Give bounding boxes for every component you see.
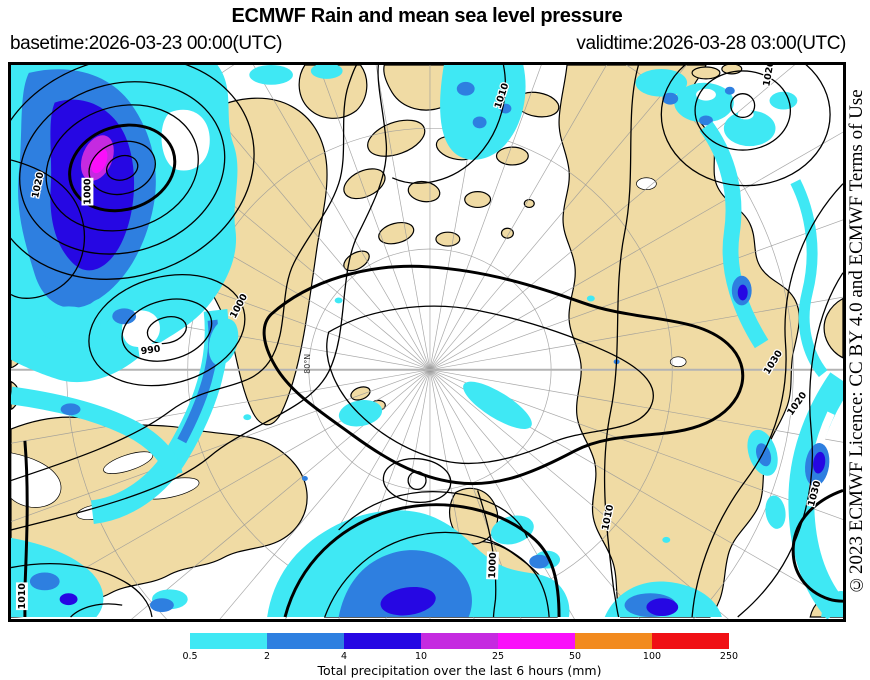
- legend-tick: 2: [263, 651, 271, 662]
- legend-tick: 10: [414, 651, 428, 662]
- copyright-text: ©2023 ECMWF Licence: CC BY 4.0 and ECMWF…: [846, 89, 867, 595]
- isobar-label: 1020: [761, 65, 776, 87]
- land-right: [558, 65, 800, 618]
- legend-segment: [498, 633, 575, 649]
- precipitation-legend: 0.5 2 4 10 25 50 100 250 Total precipitation ov…: [182, 633, 738, 679]
- legend-segment: [575, 633, 652, 649]
- time-row: basetime:2026-03-23 00:00(UTC) validtime…: [10, 33, 846, 55]
- page-title: ECMWF Rain and mean sea level pressure: [231, 5, 623, 27]
- legend-segment: [652, 633, 729, 649]
- legend-tick: 100: [642, 651, 662, 662]
- legend-tick: 0.5: [182, 651, 198, 662]
- legend-bar: [190, 633, 729, 649]
- weather-map: 1020 1000 990 1000 1010 1000 1010 1020 1…: [11, 65, 843, 619]
- graticule-label: 80°N: [303, 354, 312, 374]
- legend-ticks: 0.5 2 4 10 25 50 100 250: [182, 649, 738, 662]
- isobar-label: 1000: [82, 178, 93, 205]
- legend-segment: [421, 633, 498, 649]
- legend-tick: 50: [568, 651, 582, 662]
- legend-segment: [190, 633, 267, 649]
- legend-tick: 250: [719, 651, 739, 662]
- legend-segment: [267, 633, 344, 649]
- isobar-label: 990: [140, 344, 161, 358]
- weather-map-frame: 1020 1000 990 1000 1010 1000 1010 1020 1…: [8, 62, 846, 622]
- isobar-contours: [11, 65, 843, 618]
- isobar-label: 1010: [17, 583, 28, 610]
- legend-caption: Total precipitation over the last 6 hour…: [317, 663, 602, 678]
- isobar-label: 1000: [487, 552, 499, 579]
- legend-tick: 4: [340, 651, 348, 662]
- precipitation-layer: [11, 65, 843, 619]
- validtime-label: validtime:2026-03-28 03:00(UTC): [576, 33, 846, 54]
- legend-tick: 25: [491, 651, 505, 662]
- legend-segment: [344, 633, 421, 649]
- basetime-label: basetime:2026-03-23 00:00(UTC): [10, 33, 283, 54]
